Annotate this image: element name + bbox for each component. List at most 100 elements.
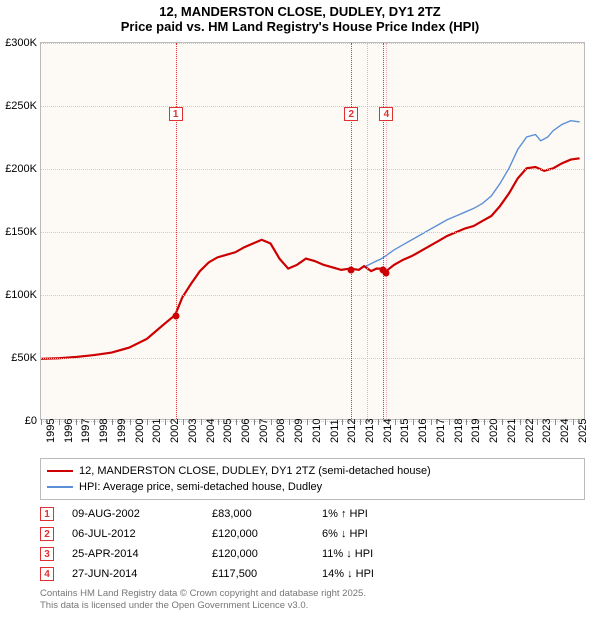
xtick-label: 2020 [488,419,500,443]
xtick-label: 2007 [258,419,270,443]
sale-dot [348,266,355,273]
row-price: £117,500 [212,568,322,580]
xtick-label: 2002 [169,419,181,443]
legend-row: HPI: Average price, semi-detached house,… [47,479,578,495]
event-vline [367,43,368,419]
xtick-label: 2012 [346,419,358,443]
ytick-label: £200K [1,163,37,175]
xtick [41,419,42,425]
gridline [41,43,584,44]
gridline [41,169,584,170]
xtick-label: 2016 [417,419,429,443]
xtick [271,419,272,425]
xtick-label: 2013 [364,419,376,443]
xtick-label: 2025 [577,419,589,443]
xtick-label: 2006 [240,419,252,443]
sale-dot [383,269,390,276]
ytick-label: £250K [1,100,37,112]
ytick-label: £100K [1,289,37,301]
xtick [147,419,148,425]
xtick-label: 2011 [329,419,341,443]
xtick-label: 2019 [470,419,482,443]
xtick [520,419,521,425]
xtick [183,419,184,425]
event-vline [386,43,387,419]
gridline [41,358,584,359]
xtick-label: 1996 [63,419,75,443]
xtick-label: 2023 [541,419,553,443]
xtick [307,419,308,425]
title-block: 12, MANDERSTON CLOSE, DUDLEY, DY1 2TZ Pr… [0,0,600,34]
row-date: 09-AUG-2002 [72,508,212,520]
xtick [360,419,361,425]
series-hpi [366,121,580,266]
xtick [76,419,77,425]
gridline [41,232,584,233]
xtick [59,419,60,425]
line-layer [41,43,584,419]
xtick-label: 2004 [205,419,217,443]
title-address: 12, MANDERSTON CLOSE, DUDLEY, DY1 2TZ [0,4,600,19]
xtick [502,419,503,425]
legend-label: 12, MANDERSTON CLOSE, DUDLEY, DY1 2TZ (s… [79,465,431,477]
xtick [130,419,131,425]
xtick-label: 2001 [151,419,163,443]
event-marker: 4 [379,107,393,121]
xtick [289,419,290,425]
series-price_paid [41,158,580,359]
legend: 12, MANDERSTON CLOSE, DUDLEY, DY1 2TZ (s… [40,458,585,500]
legend-label: HPI: Average price, semi-detached house,… [79,481,322,493]
xtick-label: 1998 [98,419,110,443]
ytick-label: £0 [1,415,37,427]
row-date: 25-APR-2014 [72,548,212,560]
ytick-label: £150K [1,226,37,238]
xtick-label: 2005 [222,419,234,443]
transactions-table: 109-AUG-2002£83,0001% ↑ HPI206-JUL-2012£… [40,504,585,584]
row-hpi: 14% ↓ HPI [322,568,442,580]
xtick [449,419,450,425]
xtick [466,419,467,425]
table-row: 427-JUN-2014£117,50014% ↓ HPI [40,564,585,584]
xtick [573,419,574,425]
gridline [41,295,584,296]
xtick [254,419,255,425]
xtick [201,419,202,425]
xtick-label: 1997 [80,419,92,443]
legend-swatch [47,486,73,487]
row-date: 06-JUL-2012 [72,528,212,540]
row-marker: 2 [40,527,54,541]
event-vline [176,43,177,419]
xtick-label: 2000 [134,419,146,443]
ytick-label: £50K [1,352,37,364]
xtick [555,419,556,425]
row-hpi: 6% ↓ HPI [322,528,442,540]
legend-swatch [47,470,73,472]
xtick [395,419,396,425]
xtick-label: 2015 [399,419,411,443]
ytick-label: £300K [1,37,37,49]
xtick [94,419,95,425]
row-price: £83,000 [212,508,322,520]
xtick [236,419,237,425]
xtick-label: 2018 [453,419,465,443]
footer-line: Contains HM Land Registry data © Crown c… [40,588,585,600]
gridline [41,106,584,107]
xtick-label: 2021 [506,419,518,443]
xtick-label: 2024 [559,419,571,443]
legend-row: 12, MANDERSTON CLOSE, DUDLEY, DY1 2TZ (s… [47,463,578,479]
row-marker: 4 [40,567,54,581]
xtick [413,419,414,425]
xtick [342,419,343,425]
table-row: 206-JUL-2012£120,0006% ↓ HPI [40,524,585,544]
table-row: 325-APR-2014£120,00011% ↓ HPI [40,544,585,564]
chart-area: £0£50K£100K£150K£200K£250K£300K199519961… [40,42,585,420]
event-marker: 2 [344,107,358,121]
xtick [112,419,113,425]
sale-dot [172,313,179,320]
event-marker: 1 [169,107,183,121]
event-vline [383,43,384,419]
xtick-label: 2003 [187,419,199,443]
event-vline [351,43,352,419]
footer-line: This data is licensed under the Open Gov… [40,600,585,612]
xtick [165,419,166,425]
